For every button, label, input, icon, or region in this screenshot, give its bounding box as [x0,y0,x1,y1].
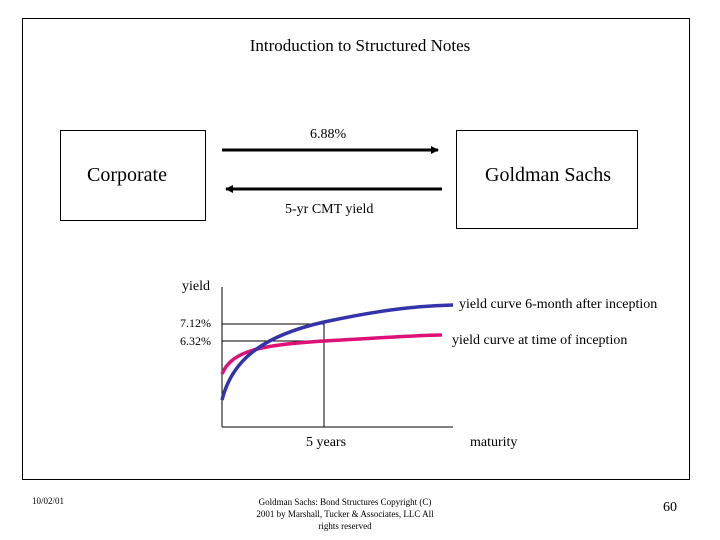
footer-copyright: Goldman Sachs: Bond Structures Copyright… [256,497,434,531]
goldman-sachs-label: Goldman Sachs [485,164,612,186]
x-mark-label: 5 years [306,435,347,450]
x-axis-label: maturity [470,435,518,450]
curve-inception-label: yield curve at time of inception [452,333,628,348]
goldman-sachs-box [456,130,638,229]
footer-date: 10/02/01 [32,496,65,506]
curve-after-label: yield curve 6-month after inception [459,297,658,312]
y-axis-label: yield [182,279,210,294]
corporate-label: Corporate [87,164,167,186]
corporate-box [60,130,206,221]
slide-title: Introduction to Structured Notes [249,36,471,55]
floating-rate-label: 5-yr CMT yield [285,202,374,217]
slide-frame [22,18,690,480]
rate-high-label: 7.12% [180,316,211,330]
rate-low-label: 6.32% [180,334,211,348]
curve-after-six-months [220,303,454,401]
page-number: 60 [663,500,677,515]
curve-inception [220,333,443,375]
fixed-rate-label: 6.88% [310,127,347,142]
